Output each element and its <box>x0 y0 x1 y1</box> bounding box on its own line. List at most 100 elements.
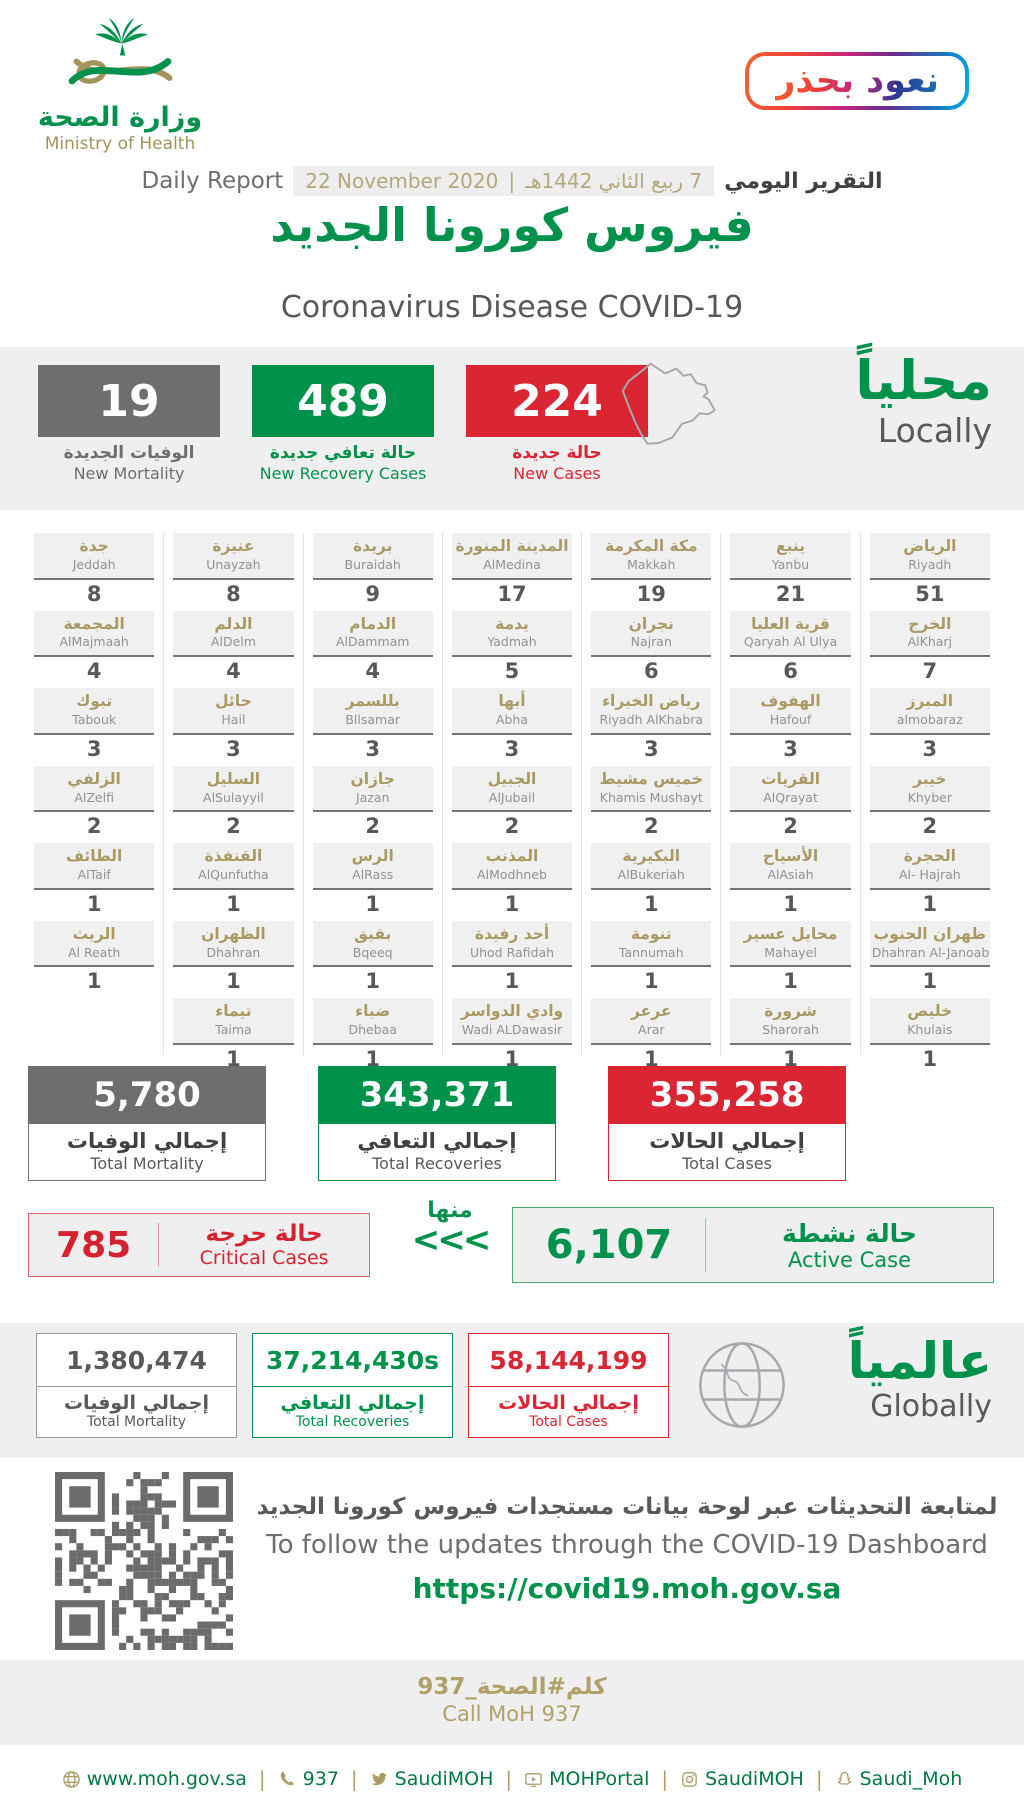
critical-cases-label-english: Critical Cases <box>199 1247 329 1269</box>
region-name-english: Dhahran Al-Janoab <box>871 944 990 960</box>
region-name-arabic: الدمام <box>349 614 397 633</box>
region-name-chip: تبوك Tabouk <box>34 688 155 735</box>
region-name-arabic: الخرج <box>908 614 952 633</box>
region-cell: الرياض Riyadh 51 <box>869 533 990 609</box>
region-case-count: 8 <box>226 581 241 606</box>
region-case-count: 6 <box>783 659 798 684</box>
region-name-arabic: المدينة المنورة <box>455 537 569 555</box>
region-cell: المذنب AlModhneb 1 <box>451 843 573 919</box>
report-date-line: التقرير اليومي 7 ربيع الثاني 1442هـ | 22… <box>0 166 1024 196</box>
region-name-chip: الزلفي AlZelfi <box>34 765 155 813</box>
call-moh-english: Call MoH 937 <box>442 1702 582 1726</box>
region-name-arabic: الحجرة <box>903 847 956 866</box>
region-name-arabic: حائل <box>215 692 252 711</box>
region-case-count: 1 <box>783 969 798 994</box>
region-case-count: 5 <box>504 659 520 684</box>
region-case-count: 2 <box>86 814 102 839</box>
dashboard-text: لمتابعة التحديثات عبر لوحة بيانات مستجدا… <box>255 1494 999 1605</box>
critical-cases-label-arabic: حالة حرجة <box>205 1221 323 1247</box>
region-name-chip: الطائف AlTaif <box>34 843 155 890</box>
region-name-chip: الرس AlRass <box>312 843 433 890</box>
region-case-count: 1 <box>365 969 381 994</box>
region-name-english: Taima <box>215 1022 252 1038</box>
region-cell: ضباء Dhebaa 1 <box>312 998 433 1074</box>
region-name-arabic: القريات <box>760 769 821 788</box>
region-name-english: Tabouk <box>72 712 117 728</box>
region-cell: تبوك Tabouk 3 <box>34 688 155 764</box>
region-name-arabic: الدلم <box>214 614 253 633</box>
region-cell: عرعر Arar 1 <box>591 998 712 1074</box>
region-name-chip: جازان Jazan <box>312 765 433 813</box>
regions-grid: جدة Jeddah 8 المجمعة AlMajmaah 4 تبوك Tabouk 3 ال… <box>25 533 999 1071</box>
footer-item[interactable]: www.moh.gov.sa <box>62 1768 247 1790</box>
globe-icon <box>62 1770 81 1789</box>
region-case-count: 6 <box>643 659 659 684</box>
global-stat-label-english: Total Mortality <box>86 1414 187 1430</box>
footer-links: www.moh.gov.sa | 937 | SaudiMOH | MOHPortal | Sa… <box>62 1767 962 1791</box>
region-cell: الأسياح AlAsiah 1 <box>730 843 851 919</box>
region-name-english: Hail <box>221 712 246 728</box>
region-case-count: 1 <box>643 1046 659 1071</box>
globally-title: عالمياً Globally <box>848 1331 992 1423</box>
region-cell: حائل Hail 3 <box>173 688 294 764</box>
critical-cases-label: حالة حرجة Critical Cases <box>159 1221 369 1269</box>
region-name-chip: الدمام AlDammam <box>312 610 433 658</box>
region-name-arabic: خليص <box>907 1002 953 1021</box>
region-name-english: AlZelfi <box>74 789 114 805</box>
total-label-arabic: إجمالي الوفيات <box>66 1129 228 1153</box>
region-case-count: 1 <box>504 1046 520 1071</box>
footer-item[interactable]: SaudiMOH <box>680 1768 804 1790</box>
region-name-chip: ضباء Dhebaa <box>312 998 433 1045</box>
footer-item[interactable]: MOHPortal <box>524 1768 649 1790</box>
region-cell: بقيق Bqeeq 1 <box>312 920 433 997</box>
region-cell: الخرج AlKharj 7 <box>869 610 990 687</box>
region-name-chip: شرورة Sharorah <box>730 998 851 1045</box>
global-stat-label-arabic: إجمالي التعافي <box>280 1392 425 1414</box>
region-name-english: Khamis Mushayt <box>599 789 703 805</box>
region-case-count: 1 <box>365 1046 381 1071</box>
stat-new-mortality: 19 الوفيات الجديدة New Mortality <box>38 365 220 483</box>
region-name-arabic: يدمة <box>495 614 529 633</box>
footer-item-label: MOHPortal <box>549 1768 650 1790</box>
region-name-english: Dhahran <box>206 944 261 960</box>
region-cell: السليل AlSulayyil 2 <box>173 765 294 842</box>
region-name-english: AlTaif <box>77 867 111 883</box>
footer-item[interactable]: 937 <box>278 1768 339 1790</box>
region-name-chip: الظهران Dhahran <box>173 920 294 968</box>
call-moh-section: كلم#الصحة_937 Call MoH 937 <box>0 1660 1024 1745</box>
region-name-chip: عرعر Arar <box>591 998 712 1045</box>
region-name-chip: نجران Najran <box>591 610 712 658</box>
region-case-count: 7 <box>922 659 938 684</box>
region-name-chip: المذنب AlModhneb <box>451 843 573 890</box>
region-name-arabic: بقيق <box>354 924 392 943</box>
dashboard-link[interactable]: https://covid19.moh.gov.sa <box>412 1572 842 1605</box>
region-name-arabic: شرورة <box>764 1002 817 1021</box>
total-value: 343,371 <box>318 1066 556 1124</box>
statistics-section: جدة Jeddah 8 المجمعة AlMajmaah 4 تبوك Tabouk 3 ال… <box>0 510 1024 1323</box>
region-column: المدينة المنورة AlMedina 17 يدمة Yadmah 5 أبها… <box>441 533 581 1071</box>
footer-item[interactable]: SaudiMOH <box>370 1768 493 1790</box>
region-name-english: Najran <box>630 634 672 650</box>
active-cases-panel: 6,107 حالة نشطة Active Case <box>512 1207 994 1283</box>
saudi-map-outline-icon <box>621 362 716 445</box>
region-column: الرياض Riyadh 51 الخرج AlKharj 7 المبرز almobar… <box>859 533 999 1071</box>
footer-item[interactable]: Saudi_Moh <box>835 1768 962 1790</box>
stat-value: 19 <box>38 365 220 437</box>
region-name-english: Bllsamar <box>345 712 401 728</box>
region-case-count: 4 <box>226 659 241 684</box>
stat-label-english: New Cases <box>513 464 601 484</box>
footer-item-label: www.moh.gov.sa <box>86 1768 247 1790</box>
call-moh-arabic: كلم#الصحة_937 <box>417 1674 607 1700</box>
region-case-count: 2 <box>365 814 381 839</box>
region-name-english: Jazan <box>355 789 390 805</box>
region-name-arabic: خميس مشيط <box>599 769 704 788</box>
region-name-arabic: أبها <box>498 692 526 711</box>
region-name-arabic: الجبيل <box>487 769 537 788</box>
return-with-caution-badge: نعود بحذر <box>745 52 969 110</box>
panel-divider <box>705 1218 706 1272</box>
region-case-count: 1 <box>365 891 381 916</box>
locally-title: محلياً Locally <box>855 349 992 448</box>
region-name-english: Al- Hajrah <box>898 867 961 883</box>
region-name-chip: المجمعة AlMajmaah <box>34 610 155 658</box>
region-cell: تيماء Taima 1 <box>173 998 294 1074</box>
